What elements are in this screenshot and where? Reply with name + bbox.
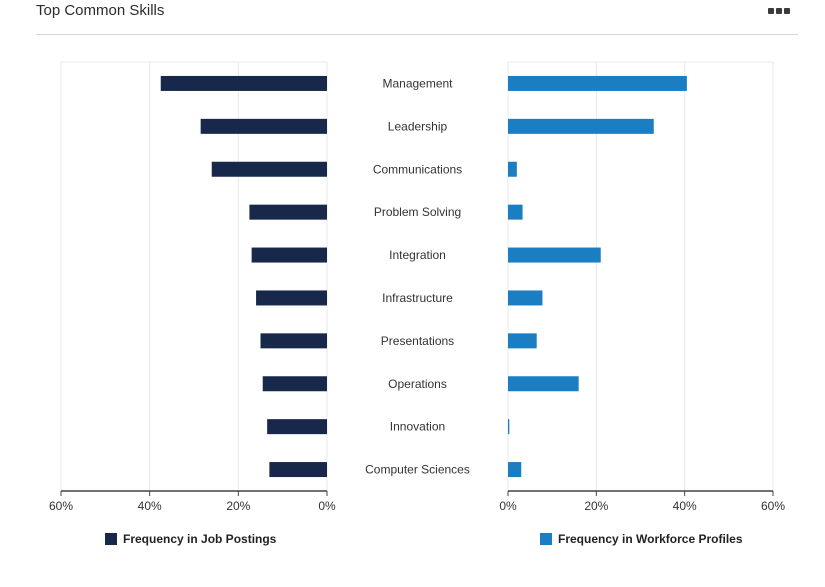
bar-workforce-profiles bbox=[508, 462, 522, 478]
category-label: Leadership bbox=[388, 119, 448, 133]
legend-label-workforce-profiles: Frequency in Workforce Profiles bbox=[558, 532, 743, 546]
bar-job-postings bbox=[269, 462, 327, 478]
bar-job-postings bbox=[256, 290, 327, 306]
tick-label-left: 60% bbox=[49, 499, 73, 513]
bar-job-postings bbox=[267, 419, 327, 435]
tick-label-right: 20% bbox=[584, 499, 608, 513]
menu-dot bbox=[784, 8, 790, 14]
bar-workforce-profiles bbox=[508, 333, 537, 349]
chart-title: Top Common Skills bbox=[36, 2, 165, 19]
bar-job-postings bbox=[251, 247, 327, 263]
header-divider bbox=[36, 34, 798, 35]
category-label: Communications bbox=[373, 162, 462, 176]
bar-job-postings bbox=[200, 118, 327, 134]
tick-label-left: 0% bbox=[318, 499, 336, 513]
bar-workforce-profiles bbox=[508, 376, 579, 392]
legend-item-job-postings[interactable]: Frequency in Job Postings bbox=[105, 532, 276, 546]
bar-workforce-profiles bbox=[508, 419, 510, 435]
category-label: Infrastructure bbox=[382, 291, 453, 305]
legend-label-job-postings: Frequency in Job Postings bbox=[123, 532, 277, 546]
category-label: Integration bbox=[389, 248, 446, 262]
bar-workforce-profiles bbox=[508, 75, 687, 91]
bar-workforce-profiles bbox=[508, 204, 523, 220]
tick-label-right: 60% bbox=[761, 499, 785, 513]
category-label: Problem Solving bbox=[374, 205, 461, 219]
bar-workforce-profiles bbox=[508, 290, 543, 306]
tick-label-right: 0% bbox=[499, 499, 517, 513]
bar-job-postings bbox=[160, 75, 327, 91]
category-label: Operations bbox=[388, 377, 447, 391]
bar-workforce-profiles bbox=[508, 161, 517, 177]
bar-job-postings bbox=[260, 333, 327, 349]
category-label: Presentations bbox=[381, 334, 454, 348]
category-label: Management bbox=[382, 76, 453, 90]
tick-label-left: 20% bbox=[226, 499, 250, 513]
category-label: Innovation bbox=[390, 420, 445, 434]
bar-workforce-profiles bbox=[508, 118, 654, 134]
bar-job-postings bbox=[211, 161, 327, 177]
menu-dot bbox=[768, 8, 774, 14]
tick-label-left: 40% bbox=[138, 499, 162, 513]
tick-label-right: 40% bbox=[673, 499, 697, 513]
menu-dot bbox=[776, 8, 782, 14]
legend-swatch-workforce-profiles bbox=[540, 533, 552, 545]
legend-swatch-job-postings bbox=[105, 533, 117, 545]
legend-item-workforce-profiles[interactable]: Frequency in Workforce Profiles bbox=[540, 532, 743, 546]
bar-job-postings bbox=[262, 376, 327, 392]
bar-job-postings bbox=[249, 204, 327, 220]
bar-workforce-profiles bbox=[508, 247, 601, 263]
more-options-icon[interactable] bbox=[768, 8, 794, 18]
category-label: Computer Sciences bbox=[365, 463, 470, 477]
